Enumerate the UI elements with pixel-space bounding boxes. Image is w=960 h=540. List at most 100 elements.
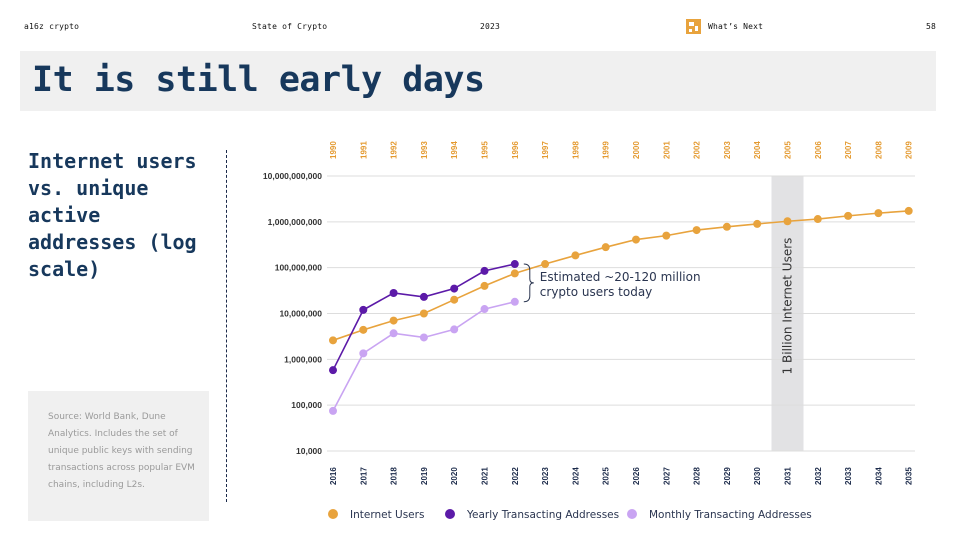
x-tick-label-top: 1992 [390, 141, 399, 159]
data-point [722, 222, 731, 231]
legend-marker [328, 509, 338, 519]
title-band: It is still early days [20, 51, 936, 111]
data-point [783, 217, 792, 226]
data-point [813, 215, 822, 224]
x-tick-label-top: 2007 [844, 141, 853, 159]
data-point [389, 329, 398, 338]
x-tick-label-top: 1993 [420, 141, 429, 159]
highlight-label: 1 Billion Internet Users [781, 238, 795, 375]
year-label: 2023 [480, 22, 501, 31]
data-point [571, 251, 580, 260]
line-chart: 10,000 100,000 1,000,000 10,000,000 100,000,… [263, 141, 915, 521]
series-line [332, 301, 515, 412]
data-point [389, 289, 398, 298]
data-point [844, 211, 853, 220]
y-tick-label: 100,000,000 [275, 263, 323, 273]
series-line [332, 210, 909, 342]
data-point [389, 316, 398, 325]
page-title: It is still early days [32, 60, 485, 100]
section-label: What’s Next [708, 22, 764, 31]
x-tick-label-top: 2004 [753, 141, 762, 159]
data-point [632, 235, 640, 244]
data-point [874, 209, 883, 218]
x-tick-label-bottom: 2025 [602, 467, 611, 485]
source-box: Source: World Bank, Dune Analytics. Incl… [28, 391, 209, 521]
x-tick-label-top: 2009 [905, 141, 914, 159]
data-point [692, 226, 701, 235]
chart-subtitle: Internet users vs. unique active address… [28, 149, 197, 281]
x-tick-label-bottom: 2022 [511, 467, 520, 485]
x-tick-label-top: 1997 [541, 141, 550, 159]
data-point [359, 325, 368, 334]
data-point [419, 292, 428, 301]
data-point [419, 333, 428, 342]
x-tick-label-top: 1995 [481, 141, 490, 159]
x-tick-label-top: 2005 [784, 141, 793, 159]
y-tick-label: 1,000,000 [284, 354, 322, 364]
y-tick-label: 10,000,000,000 [263, 171, 322, 181]
report-label: State of Crypto [252, 22, 328, 31]
header-bar: a16z crypto State of Crypto 2023 What’s … [0, 0, 960, 50]
x-tick-label-top: 1994 [450, 141, 459, 159]
x-tick-label-top: 2000 [632, 141, 641, 159]
x-tick-label-bottom: 2018 [390, 467, 399, 485]
x-tick-label-bottom: 2029 [723, 467, 732, 485]
brand-label: a16z crypto [24, 22, 80, 31]
y-tick-label: 100,000 [291, 400, 322, 410]
annotation-line-2: crypto users today [540, 285, 652, 299]
legend-label: Yearly Transacting Addresses [466, 509, 619, 521]
data-point [450, 284, 459, 293]
x-tick-label-top: 2003 [723, 141, 732, 159]
data-point [329, 366, 337, 375]
data-point [480, 266, 489, 275]
x-tick-label-top: 1996 [511, 141, 520, 159]
x-tick-label-top: 2001 [662, 141, 671, 159]
source-note: Source: World Bank, Dune Analytics. Incl… [48, 412, 195, 490]
x-tick-label-top: 2002 [693, 141, 702, 159]
x-tick-label-bottom: 2017 [359, 467, 368, 485]
data-point [904, 206, 913, 215]
x-tick-label-bottom: 2024 [571, 467, 580, 485]
x-tick-label-bottom: 2027 [662, 467, 671, 485]
y-tick-label: 10,000,000 [279, 309, 322, 319]
data-point [480, 281, 489, 290]
data-point [329, 406, 337, 415]
x-tick-label-bottom: 2020 [450, 467, 459, 485]
data-point [601, 243, 610, 252]
divider-line [226, 150, 227, 502]
x-tick-label-top: 1999 [602, 141, 611, 159]
data-point [480, 305, 489, 314]
x-tick-label-bottom: 2034 [874, 467, 883, 485]
data-point [541, 260, 550, 269]
data-point [329, 336, 337, 345]
x-tick-label-bottom: 2023 [541, 467, 550, 485]
data-point [753, 219, 762, 228]
x-tick-label-top: 1991 [359, 141, 368, 159]
x-tick-label-bottom: 2028 [693, 467, 702, 485]
x-tick-label-bottom: 2033 [844, 467, 853, 485]
annotation-line-1: Estimated ~20-120 million [540, 270, 701, 284]
legend-marker [445, 509, 455, 519]
x-tick-label-top: 2008 [874, 141, 883, 159]
data-point [510, 260, 519, 269]
x-tick-label-bottom: 2019 [420, 467, 429, 485]
data-point [359, 349, 368, 358]
x-tick-label-top: 2006 [814, 141, 823, 159]
x-tick-label-bottom: 2035 [905, 467, 914, 485]
annotation-brace [523, 263, 534, 303]
page-number: 58 [926, 22, 937, 31]
data-point [419, 309, 428, 318]
y-tick-label: 1,000,000,000 [268, 217, 323, 227]
x-tick-label-bottom: 2021 [481, 467, 490, 485]
x-tick-label-bottom: 2032 [814, 467, 823, 485]
x-tick-label-top: 1990 [329, 141, 338, 159]
data-point [510, 269, 519, 278]
legend-label: Internet Users [350, 509, 424, 521]
x-tick-label-bottom: 2016 [329, 467, 338, 485]
data-point [450, 325, 459, 334]
data-point [510, 297, 519, 306]
data-point [662, 231, 671, 240]
a16z-logo-icon [686, 19, 701, 34]
x-tick-label-bottom: 2026 [632, 467, 641, 485]
x-tick-label-top: 1998 [571, 141, 580, 159]
